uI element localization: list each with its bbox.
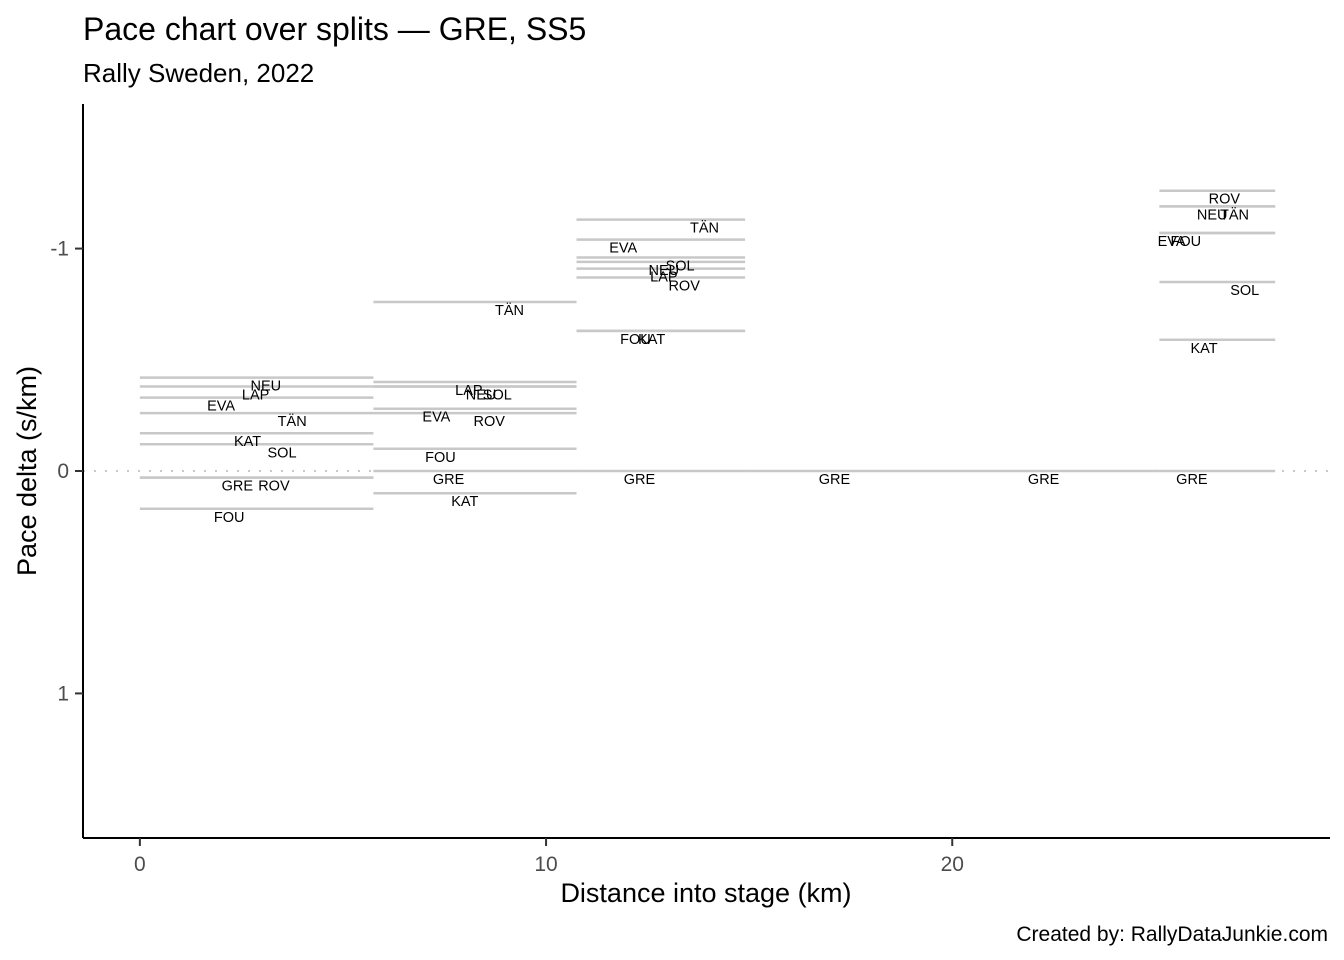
x-tick-label: 0: [134, 853, 146, 876]
driver-label-gre: GRE: [222, 479, 254, 495]
y-axis-title: Pace delta (s/km): [12, 366, 42, 576]
driver-label-tän: TÄN: [278, 413, 307, 430]
driver-label-neu: NEU: [1197, 207, 1228, 223]
driver-label-fou: FOU: [425, 450, 456, 466]
driver-label-kat: KAT: [1191, 341, 1218, 357]
driver-label-kat: KAT: [451, 494, 478, 510]
driver-label-sol: SOL: [1230, 283, 1259, 299]
driver-label-fou: FOU: [1170, 234, 1201, 250]
y-tick-label: -1: [50, 238, 69, 261]
driver-label-tän: TÄN: [495, 302, 524, 319]
driver-label-lap: LAP: [242, 387, 269, 403]
driver-label-neu: NEU: [466, 387, 497, 403]
chart-subtitle: Rally Sweden, 2022: [83, 58, 314, 88]
driver-label-rov: ROV: [258, 479, 290, 495]
driver-label-sol: SOL: [666, 258, 695, 274]
driver-label-eva: EVA: [207, 399, 235, 415]
driver-label-eva: EVA: [422, 410, 450, 426]
driver-label-neu: NEU: [649, 263, 680, 279]
driver-label-gre: GRE: [819, 472, 851, 488]
driver-label-rov: ROV: [473, 414, 505, 430]
x-axis-title: Distance into stage (km): [560, 878, 851, 908]
driver-label-gre: GRE: [624, 472, 656, 488]
driver-label-fou: FOU: [620, 332, 651, 348]
driver-label-gre: GRE: [433, 472, 465, 488]
y-tick-label: 1: [57, 682, 69, 705]
x-tick-label: 10: [534, 853, 557, 876]
driver-label-eva: EVA: [609, 241, 637, 257]
y-tick-label: 0: [57, 460, 69, 483]
driver-label-gre: GRE: [1028, 472, 1060, 488]
driver-label-tän: TÄN: [690, 220, 719, 237]
driver-label-sol: SOL: [483, 387, 512, 403]
x-tick-label: 20: [941, 853, 964, 876]
chart-title: Pace chart over splits — GRE, SS5: [83, 11, 586, 47]
driver-label-sol: SOL: [268, 445, 297, 461]
driver-label-eva: EVA: [1158, 234, 1186, 250]
driver-label-tän: TÄN: [1220, 206, 1249, 223]
driver-label-rov: ROV: [668, 278, 700, 294]
driver-label-kat: KAT: [234, 434, 261, 450]
driver-label-fou: FOU: [214, 510, 245, 526]
axes: 0 10 20 -1 0 1: [50, 238, 964, 876]
driver-label-kat: KAT: [638, 332, 665, 348]
driver-label-lap: LAP: [455, 383, 482, 399]
chart-caption: Created by: RallyDataJunkie.com: [1016, 923, 1328, 946]
driver-label-neu: NEU: [250, 379, 281, 395]
driver-label-gre: GRE: [1176, 472, 1208, 488]
driver-label-lap: LAP: [650, 270, 677, 286]
driver-label-rov: ROV: [1209, 192, 1241, 208]
